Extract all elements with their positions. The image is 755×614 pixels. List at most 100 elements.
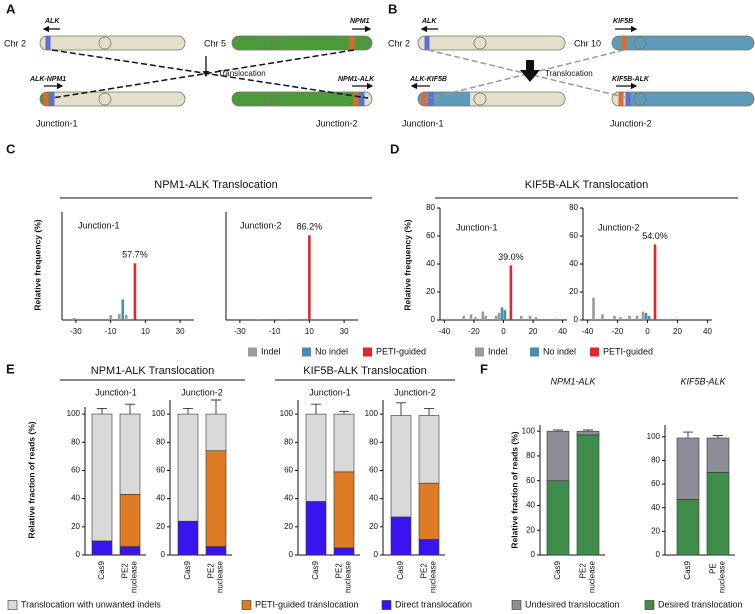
- legend-swatch: [381, 600, 392, 610]
- y-tick-label: 0: [656, 550, 661, 559]
- y-tick-label: 20: [71, 522, 80, 531]
- chromosome-outline: [39, 91, 186, 107]
- y-axis-label: Relative fraction of reads (%): [26, 421, 36, 538]
- bar: [534, 317, 538, 320]
- y-tick-label: 80: [71, 437, 80, 446]
- centromere: [263, 92, 277, 106]
- y-tick-label: 20: [526, 525, 535, 534]
- chromosome-label: Chr 2: [4, 38, 26, 48]
- y-tick-label: 80: [156, 437, 165, 446]
- chromosome: [612, 36, 754, 50]
- y-tick-label: 20: [426, 287, 435, 296]
- legend-label: No indel: [315, 346, 348, 356]
- y-tick-label: 100: [647, 432, 661, 441]
- y-tick-label: 80: [651, 456, 660, 465]
- chromosome-label: Chr 2: [388, 38, 410, 48]
- bar-segment: [576, 430, 600, 436]
- chromosome: [232, 36, 372, 50]
- bar: [497, 313, 501, 320]
- legend-label: PETI-guided: [376, 346, 426, 356]
- bar-segment: [418, 415, 440, 484]
- group-title: NPM1-ALK Translocation: [154, 179, 278, 191]
- y-tick-label: 20: [156, 522, 165, 531]
- label-line: PE2: [121, 561, 130, 578]
- chromosome-segment: [40, 92, 185, 106]
- legend-label: Desired translocation: [658, 599, 743, 609]
- gene-band: [428, 92, 434, 106]
- bar: [592, 297, 595, 320]
- legend-label: PETI-guided translocation: [255, 599, 359, 609]
- chromosome-outline: [611, 35, 755, 51]
- y-tick-label: 60: [284, 466, 293, 475]
- dashed-link: [51, 49, 369, 99]
- bar: [484, 315, 488, 320]
- y-tick-label: 60: [526, 476, 535, 485]
- legend-swatch: [302, 347, 311, 357]
- y-tick-label: 40: [651, 503, 660, 512]
- value-label: 57.7%: [122, 250, 148, 260]
- chart-subtitle: Junction-1: [309, 387, 351, 397]
- legend-label: Translocation with unwanted indels: [21, 599, 161, 609]
- bar: [109, 315, 112, 320]
- bar-segment: [706, 471, 730, 556]
- error-bar: [311, 403, 321, 415]
- bar: [124, 315, 128, 320]
- gene-band: [424, 36, 430, 50]
- junction-label: Junction-2: [316, 118, 358, 128]
- error-bar: [583, 429, 593, 432]
- chart-subtitle: Junction-1: [78, 220, 120, 230]
- error-bar: [396, 402, 406, 416]
- panel-label: F: [480, 361, 488, 376]
- x-tick-label: PE2 nuclease: [420, 560, 438, 593]
- gene-band: [45, 36, 51, 50]
- bar-segment: [205, 546, 227, 556]
- legend-label: Indel: [488, 346, 508, 356]
- bar: [553, 318, 557, 320]
- event-label: Translocation: [545, 69, 593, 78]
- x-tick-label: -20: [468, 327, 480, 336]
- bar-segment: [333, 413, 355, 473]
- chromosome-segment: [612, 36, 754, 50]
- x-tick-label: -40: [439, 327, 451, 336]
- y-tick-label: 40: [426, 259, 435, 268]
- bar: [72, 318, 76, 320]
- bar-segment: [305, 501, 327, 556]
- gene-band: [353, 92, 359, 106]
- x-tick-label: Cas9: [553, 560, 562, 579]
- bar: [494, 315, 498, 320]
- y-tick-label: 60: [156, 466, 165, 475]
- chromosome: [418, 36, 565, 50]
- x-tick-label: 30: [340, 327, 349, 336]
- y-tick-label: 40: [156, 494, 165, 503]
- value-label: 54.0%: [642, 231, 668, 241]
- y-tick-label: 0: [161, 550, 166, 559]
- x-tick-label: 40: [558, 327, 567, 336]
- bar: [469, 314, 473, 320]
- value-label: 86.2%: [297, 222, 323, 232]
- y-tick-label: 60: [71, 466, 80, 475]
- x-tick-label: -10: [269, 327, 281, 336]
- x-tick-label: Cas9: [396, 560, 405, 579]
- chromosome-segment: [40, 36, 185, 50]
- bar-segment: [91, 413, 113, 542]
- centromere: [473, 92, 487, 106]
- gene-band: [625, 92, 631, 106]
- legend-label: Direct translocation: [395, 599, 472, 609]
- junction-label: Junction-2: [610, 118, 652, 128]
- y-tick-label: 0: [76, 550, 81, 559]
- event-label: Translocation: [218, 69, 266, 78]
- bar-segment: [305, 413, 327, 502]
- y-tick-label: 60: [569, 231, 578, 240]
- error-bar: [683, 431, 693, 438]
- y-tick-label: 0: [431, 315, 436, 324]
- legend-swatch: [530, 347, 539, 357]
- bar-segment: [676, 437, 700, 500]
- bar: [308, 235, 311, 320]
- bar: [500, 307, 504, 320]
- bar-segment: [546, 480, 570, 556]
- legend-swatch: [363, 347, 372, 357]
- bar: [121, 299, 125, 320]
- label-line: nuclease: [216, 560, 225, 593]
- y-tick-label: 40: [284, 494, 293, 503]
- y-tick-label: 80: [426, 203, 435, 212]
